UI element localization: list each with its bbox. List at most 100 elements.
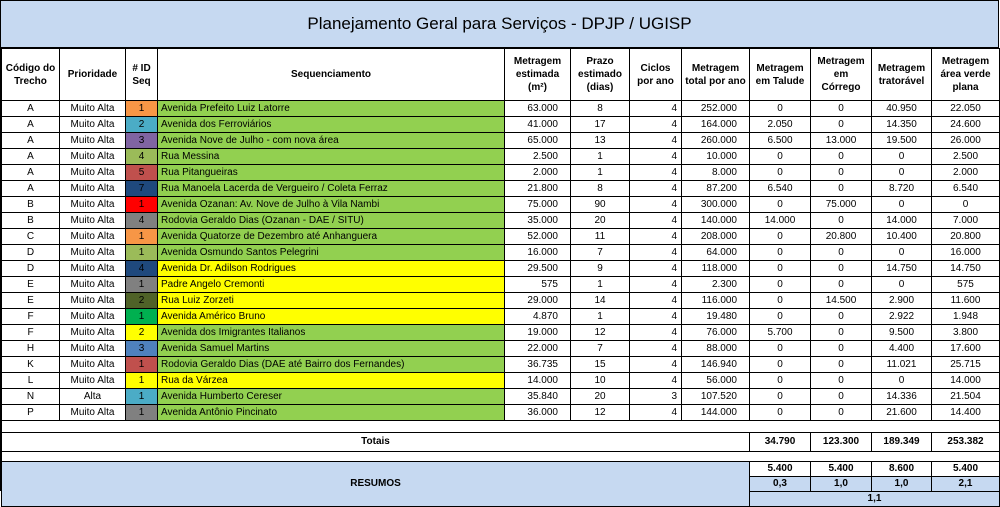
cell-talude: 0 [749,372,811,389]
cell-ciclos: 4 [629,116,682,133]
cell-area-verde: 11.600 [931,292,1000,309]
cell-metragem-estimada: 29.000 [504,292,571,309]
cell-tratoravel: 0 [871,372,932,389]
cell-sequenciamento: Avenida Prefeito Luiz Latorre [157,100,505,117]
cell-id-seq: 4 [125,148,158,165]
cell-id-seq: 1 [125,404,158,421]
cell-tratoravel: 40.950 [871,100,932,117]
cell-area-verde: 3.800 [931,324,1000,341]
cell-metragem-estimada: 16.000 [504,244,571,261]
cell-ciclos: 4 [629,132,682,149]
header-sequenciamento: Sequenciamento [157,48,505,101]
cell-codigo: B [1,196,60,213]
cell-prioridade: Muito Alta [59,292,126,309]
resumo-3-overall: 1,1 [749,491,1000,507]
resumo-2-talude: 0,3 [749,476,811,492]
table-row: A Muito Alta 2 Avenida dos Ferroviários 41.0… [1,116,1000,133]
cell-prioridade: Alta [59,388,126,405]
cell-ciclos: 4 [629,148,682,165]
table-row: A Muito Alta 4 Rua Messina 2.500 1 4 10.000 0 0 0 2… [1,148,1000,165]
header-metragem-total: Metragem total por ano [681,48,750,101]
cell-prioridade: Muito Alta [59,116,126,133]
table-row: C Muito Alta 1 Avenida Quatorze de Dezembro… [1,228,1000,245]
cell-metragem-total: 164.000 [681,116,750,133]
cell-prazo: 1 [570,148,630,165]
cell-metragem-estimada: 2.000 [504,164,571,181]
table-row: K Muito Alta 1 Rodovia Geraldo Dias (DAE at… [1,356,1000,373]
cell-prazo: 7 [570,340,630,357]
cell-corrego: 75.000 [810,196,872,213]
cell-id-seq: 3 [125,132,158,149]
header-prioridade: Prioridade [59,48,126,101]
cell-corrego: 0 [810,116,872,133]
cell-metragem-estimada: 4.870 [504,308,571,325]
cell-metragem-estimada: 63.000 [504,100,571,117]
cell-metragem-estimada: 575 [504,276,571,293]
cell-prioridade: Muito Alta [59,308,126,325]
cell-corrego: 20.800 [810,228,872,245]
cell-metragem-total: 19.480 [681,308,750,325]
cell-sequenciamento: Padre Angelo Cremonti [157,276,505,293]
table-row: A Muito Alta 7 Rua Manoela Lacerda de Vergu… [1,180,1000,197]
cell-prazo: 9 [570,260,630,277]
cell-area-verde: 16.000 [931,244,1000,261]
cell-metragem-total: 260.000 [681,132,750,149]
resumos-label: RESUMOS [1,461,750,507]
cell-metragem-estimada: 14.000 [504,372,571,389]
resumo-2-tratoravel: 1,0 [871,476,932,492]
table-row: P Muito Alta 1 Avenida Antônio Pincinato 36.… [1,404,1000,421]
cell-talude: 0 [749,164,811,181]
cell-prazo: 10 [570,372,630,389]
cell-metragem-total: 146.940 [681,356,750,373]
header-area-verde: Metragem área verde plana [931,48,1000,101]
table-row: A Muito Alta 1 Avenida Prefeito Luiz Latorr… [1,100,1000,117]
cell-metragem-total: 144.000 [681,404,750,421]
cell-talude: 0 [749,356,811,373]
cell-area-verde: 14.750 [931,260,1000,277]
cell-id-seq: 1 [125,372,158,389]
cell-corrego: 0 [810,212,872,229]
cell-prazo: 12 [570,404,630,421]
cell-id-seq: 1 [125,228,158,245]
cell-id-seq: 1 [125,276,158,293]
cell-codigo: F [1,324,60,341]
cell-codigo: L [1,372,60,389]
cell-tratoravel: 4.400 [871,340,932,357]
header-tratoravel: Metragem tratorável [871,48,932,101]
cell-id-seq: 4 [125,260,158,277]
cell-ciclos: 4 [629,212,682,229]
cell-codigo: C [1,228,60,245]
cell-talude: 0 [749,260,811,277]
cell-prioridade: Muito Alta [59,404,126,421]
cell-prioridade: Muito Alta [59,100,126,117]
cell-sequenciamento: Avenida Samuel Martins [157,340,505,357]
cell-codigo: A [1,100,60,117]
cell-metragem-total: 64.000 [681,244,750,261]
cell-id-seq: 1 [125,244,158,261]
cell-metragem-total: 252.000 [681,100,750,117]
cell-corrego: 0 [810,180,872,197]
table-row: B Muito Alta 1 Avenida Ozanan: Av. Nove de … [1,196,1000,213]
cell-area-verde: 25.715 [931,356,1000,373]
cell-prioridade: Muito Alta [59,180,126,197]
cell-metragem-estimada: 19.000 [504,324,571,341]
cell-codigo: D [1,244,60,261]
cell-tratoravel: 14.000 [871,212,932,229]
cell-id-seq: 2 [125,292,158,309]
cell-prioridade: Muito Alta [59,148,126,165]
cell-ciclos: 4 [629,404,682,421]
cell-talude: 0 [749,276,811,293]
cell-area-verde: 26.000 [931,132,1000,149]
cell-ciclos: 4 [629,340,682,357]
totals-corrego: 123.300 [810,432,872,452]
cell-talude: 0 [749,100,811,117]
cell-area-verde: 14.400 [931,404,1000,421]
cell-sequenciamento: Rua Manoela Lacerda de Vergueiro / Colet… [157,180,505,197]
cell-id-seq: 1 [125,356,158,373]
cell-codigo: H [1,340,60,357]
cell-corrego: 0 [810,148,872,165]
cell-id-seq: 1 [125,196,158,213]
cell-corrego: 0 [810,324,872,341]
cell-metragem-total: 8.000 [681,164,750,181]
